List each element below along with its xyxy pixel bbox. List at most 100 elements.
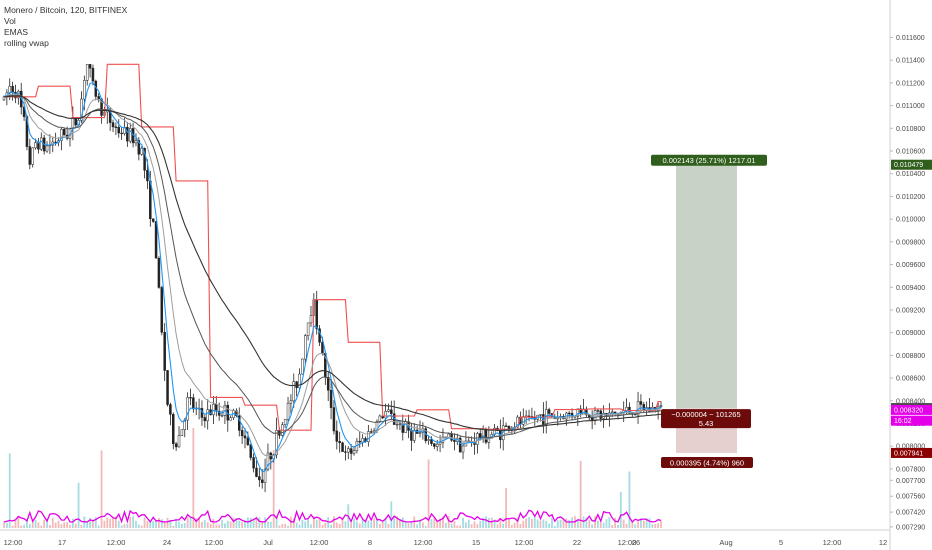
- candle-body: [146, 169, 149, 182]
- price-badge-label: 16:02: [894, 418, 912, 425]
- y-tick-label: 0.007700: [896, 478, 925, 485]
- volume-bar: [241, 522, 244, 528]
- volume-bar: [508, 519, 510, 528]
- volume-bar: [34, 519, 37, 528]
- candle-body: [567, 412, 571, 415]
- volume-bar: [338, 523, 341, 528]
- y-tick-label: 0.010000: [896, 217, 925, 224]
- ema-fast-line: [3, 82, 662, 473]
- volume-bar: [94, 517, 97, 528]
- candle-body: [476, 433, 479, 445]
- candle-body: [372, 430, 376, 433]
- volume-bar: [284, 523, 287, 528]
- candle-body: [31, 147, 34, 165]
- volume-bar: [396, 516, 398, 528]
- volume-bar: [476, 524, 479, 528]
- volume-bar: [89, 517, 91, 528]
- volume-bar: [482, 517, 485, 528]
- x-tick-label: 12:00: [414, 538, 433, 547]
- volume-bar: [132, 516, 135, 528]
- volume-bar: [249, 517, 252, 528]
- candle-body: [172, 414, 175, 444]
- price-badge-label: 0.010479: [894, 162, 923, 169]
- volume-bar: [275, 516, 278, 528]
- x-tick-label: 17: [58, 538, 66, 547]
- volume-bar: [206, 522, 209, 528]
- volume-bar: [424, 525, 427, 528]
- volume-bar: [447, 516, 450, 528]
- candle-body: [303, 335, 307, 360]
- volume-bar: [26, 519, 28, 528]
- volume-bar: [404, 522, 407, 528]
- y-tick-label: 0.008800: [896, 353, 925, 360]
- candle-body: [54, 141, 57, 144]
- candle-body: [134, 140, 138, 144]
- volume-bar: [596, 520, 599, 528]
- y-tick-label: 0.009200: [896, 307, 925, 314]
- candle-body: [60, 128, 63, 141]
- indicator-emas[interactable]: EMAS: [4, 27, 29, 37]
- volume-bar: [522, 520, 525, 528]
- volume-bar: [269, 521, 272, 528]
- candle-body: [433, 443, 436, 447]
- y-tick-label: 0.009600: [896, 262, 925, 269]
- candle-body: [246, 437, 250, 446]
- candle-body: [45, 145, 49, 152]
- volume-bar: [582, 516, 585, 528]
- volume-bar: [112, 517, 114, 528]
- volume-bar: [399, 519, 401, 528]
- candle-body: [229, 417, 232, 421]
- indicator-vol[interactable]: Vol: [4, 16, 16, 26]
- volume-bar: [235, 518, 238, 528]
- volume-bar: [192, 428, 195, 528]
- price-badge: [891, 159, 932, 170]
- volume-bar: [224, 523, 226, 528]
- volume-bar: [333, 516, 335, 528]
- volume-bar: [321, 524, 324, 528]
- candle-body: [177, 435, 181, 448]
- x-tick-label: 26: [632, 538, 640, 547]
- volume-bar: [353, 518, 355, 528]
- volume-bar: [3, 522, 5, 528]
- volume-bar: [69, 525, 71, 528]
- candle-body: [160, 287, 164, 333]
- candle-body: [435, 443, 439, 447]
- volume-bar: [129, 517, 132, 528]
- volume-bar: [499, 518, 502, 528]
- volume-bar: [617, 524, 619, 528]
- indicator-rolling-vwap[interactable]: rolling vwap: [4, 38, 49, 48]
- volume-bar: [298, 524, 301, 528]
- volume-bar: [551, 517, 553, 528]
- volume-bar: [341, 517, 344, 528]
- volume-bar: [530, 518, 533, 528]
- volume-bar: [14, 519, 17, 528]
- volume-bar: [120, 525, 123, 528]
- volume-bar: [215, 524, 218, 528]
- volume-bar: [11, 525, 14, 528]
- x-tick-label: Aug: [719, 538, 732, 547]
- x-tick-label: 12:00: [310, 538, 329, 547]
- volume-bar: [539, 520, 542, 528]
- ema-mid-line: [3, 93, 662, 457]
- candle-body: [263, 468, 267, 483]
- volume-bar: [28, 524, 31, 528]
- volume-bar: [393, 516, 396, 528]
- volume-bar: [651, 524, 654, 528]
- target-label-box: [651, 154, 767, 166]
- candle-body: [286, 402, 290, 420]
- volume-bar: [378, 523, 381, 528]
- volume-bar: [40, 525, 43, 528]
- y-tick-label: 0.011600: [896, 35, 925, 42]
- volume-bar: [519, 523, 522, 528]
- candle-body: [387, 409, 390, 412]
- candle-body: [395, 423, 399, 426]
- candle-body: [413, 429, 416, 441]
- volume-bar: [63, 522, 66, 528]
- candle-body: [275, 429, 278, 456]
- y-tick-label: 0.008400: [896, 398, 925, 405]
- candle-body: [329, 389, 333, 408]
- candle-body: [369, 431, 373, 433]
- candle-body: [347, 448, 350, 453]
